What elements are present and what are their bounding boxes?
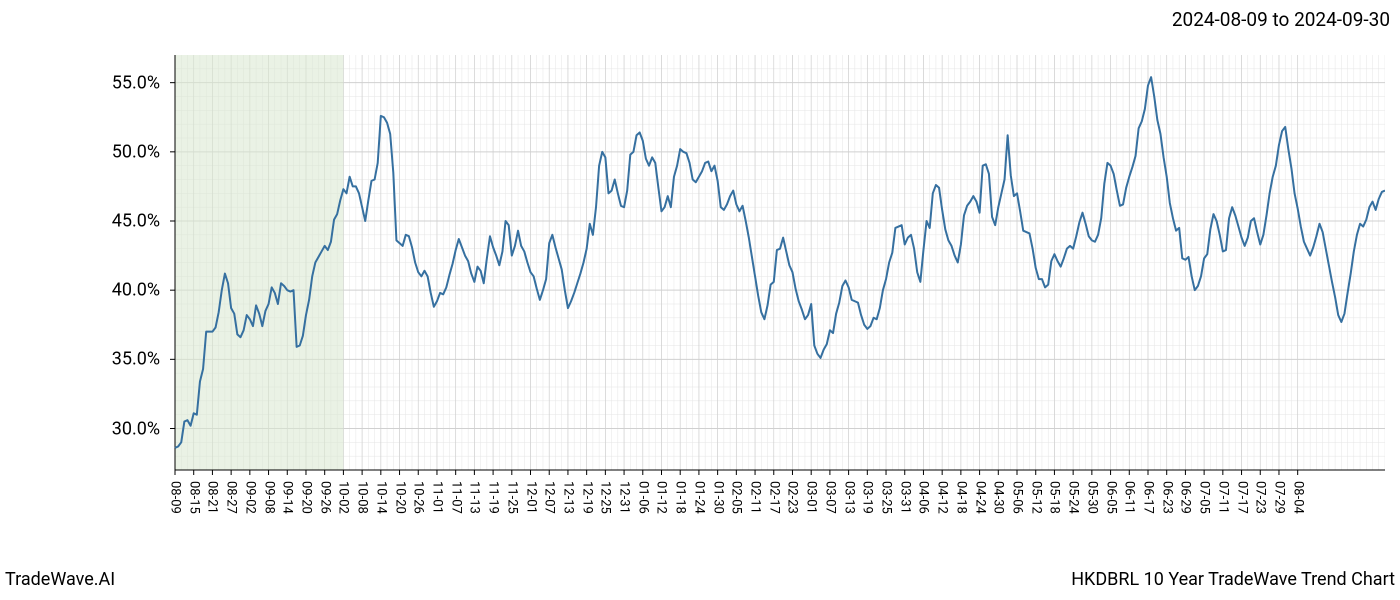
- x-tick-label: 08-15: [186, 481, 201, 514]
- y-tick-label: 40.0%: [112, 280, 160, 301]
- y-tick-label: 35.0%: [112, 349, 160, 370]
- x-tick-label: 10-02: [336, 481, 351, 514]
- y-tick-label: 45.0%: [112, 211, 160, 232]
- x-tick-label: 07-11: [1215, 481, 1230, 514]
- x-tick-label: 05-30: [1084, 481, 1099, 514]
- x-tick-label: 03-19: [860, 481, 875, 514]
- x-tick-label: 11-01: [429, 481, 444, 514]
- line-chart-svg: [169, 55, 1385, 476]
- x-tick-label: 04-06: [916, 481, 931, 514]
- x-tick-label: 03-07: [822, 481, 837, 514]
- x-tick-label: 08-09: [168, 481, 183, 514]
- x-tick-label: 01-18: [673, 481, 688, 514]
- x-tick-label: 02-23: [785, 481, 800, 514]
- x-tick-label: 10-08: [355, 481, 370, 514]
- x-tick-label: 04-24: [972, 481, 987, 514]
- y-tick-label: 50.0%: [112, 141, 160, 162]
- x-tick-label: 03-31: [897, 481, 912, 514]
- x-tick-label: 04-18: [953, 481, 968, 514]
- x-tick-label: 11-07: [448, 481, 463, 514]
- chart-plot-area: [175, 55, 1385, 470]
- x-tick-label: 01-12: [654, 481, 669, 514]
- x-tick-label: 07-17: [1234, 481, 1249, 514]
- x-tick-label: 09-02: [242, 481, 257, 514]
- x-tick-label: 03-01: [804, 481, 819, 514]
- x-tick-label: 03-25: [879, 481, 894, 514]
- x-tick-label: 12-07: [542, 481, 557, 514]
- y-tick-label: 55.0%: [112, 72, 160, 93]
- x-tick-label: 12-19: [579, 481, 594, 514]
- x-tick-label: 05-06: [1010, 481, 1025, 514]
- x-tick-label: 12-31: [617, 481, 632, 514]
- x-tick-label: 04-12: [935, 481, 950, 514]
- x-tick-label: 06-11: [1122, 481, 1137, 514]
- x-tick-label: 02-11: [748, 481, 763, 514]
- x-tick-label: 12-01: [523, 481, 538, 514]
- footer-brand: TradeWave.AI: [5, 569, 115, 590]
- x-axis-labels: 08-0908-1508-2108-2709-0209-0809-1409-20…: [175, 475, 1385, 565]
- date-range-label: 2024-08-09 to 2024-09-30: [1172, 8, 1390, 31]
- x-tick-label: 11-13: [467, 481, 482, 514]
- x-tick-label: 07-05: [1197, 481, 1212, 514]
- x-tick-label: 01-30: [710, 481, 725, 514]
- x-tick-label: 06-17: [1140, 481, 1155, 514]
- x-tick-label: 08-04: [1290, 481, 1305, 514]
- x-tick-label: 12-13: [560, 481, 575, 514]
- x-tick-label: 05-12: [1028, 481, 1043, 514]
- x-tick-label: 09-08: [261, 481, 276, 514]
- x-tick-label: 12-25: [598, 481, 613, 514]
- x-tick-label: 03-13: [841, 481, 856, 514]
- x-tick-label: 02-05: [729, 481, 744, 514]
- x-tick-label: 02-17: [766, 481, 781, 514]
- x-tick-label: 10-26: [411, 481, 426, 514]
- y-tick-label: 30.0%: [112, 418, 160, 439]
- x-tick-label: 09-20: [298, 481, 313, 514]
- x-tick-label: 10-14: [373, 481, 388, 514]
- x-tick-label: 07-23: [1253, 481, 1268, 514]
- x-tick-label: 09-14: [280, 481, 295, 514]
- x-tick-label: 05-18: [1047, 481, 1062, 514]
- x-tick-label: 06-05: [1103, 481, 1118, 514]
- x-tick-label: 06-29: [1178, 481, 1193, 514]
- x-tick-label: 11-25: [504, 481, 519, 514]
- y-axis-labels: 30.0% 35.0% 40.0% 45.0% 50.0% 55.0%: [0, 55, 170, 470]
- x-tick-label: 07-29: [1271, 481, 1286, 514]
- footer-title: HKDBRL 10 Year TradeWave Trend Chart: [1071, 569, 1395, 590]
- x-tick-label: 10-20: [392, 481, 407, 514]
- x-tick-label: 08-27: [224, 481, 239, 514]
- x-tick-label: 08-21: [205, 481, 220, 514]
- x-tick-label: 05-24: [1066, 481, 1081, 514]
- x-tick-label: 11-19: [486, 481, 501, 514]
- x-tick-label: 09-26: [317, 481, 332, 514]
- x-tick-label: 01-24: [691, 481, 706, 514]
- x-tick-label: 06-23: [1159, 481, 1174, 514]
- x-tick-label: 04-30: [991, 481, 1006, 514]
- x-tick-label: 01-06: [635, 481, 650, 514]
